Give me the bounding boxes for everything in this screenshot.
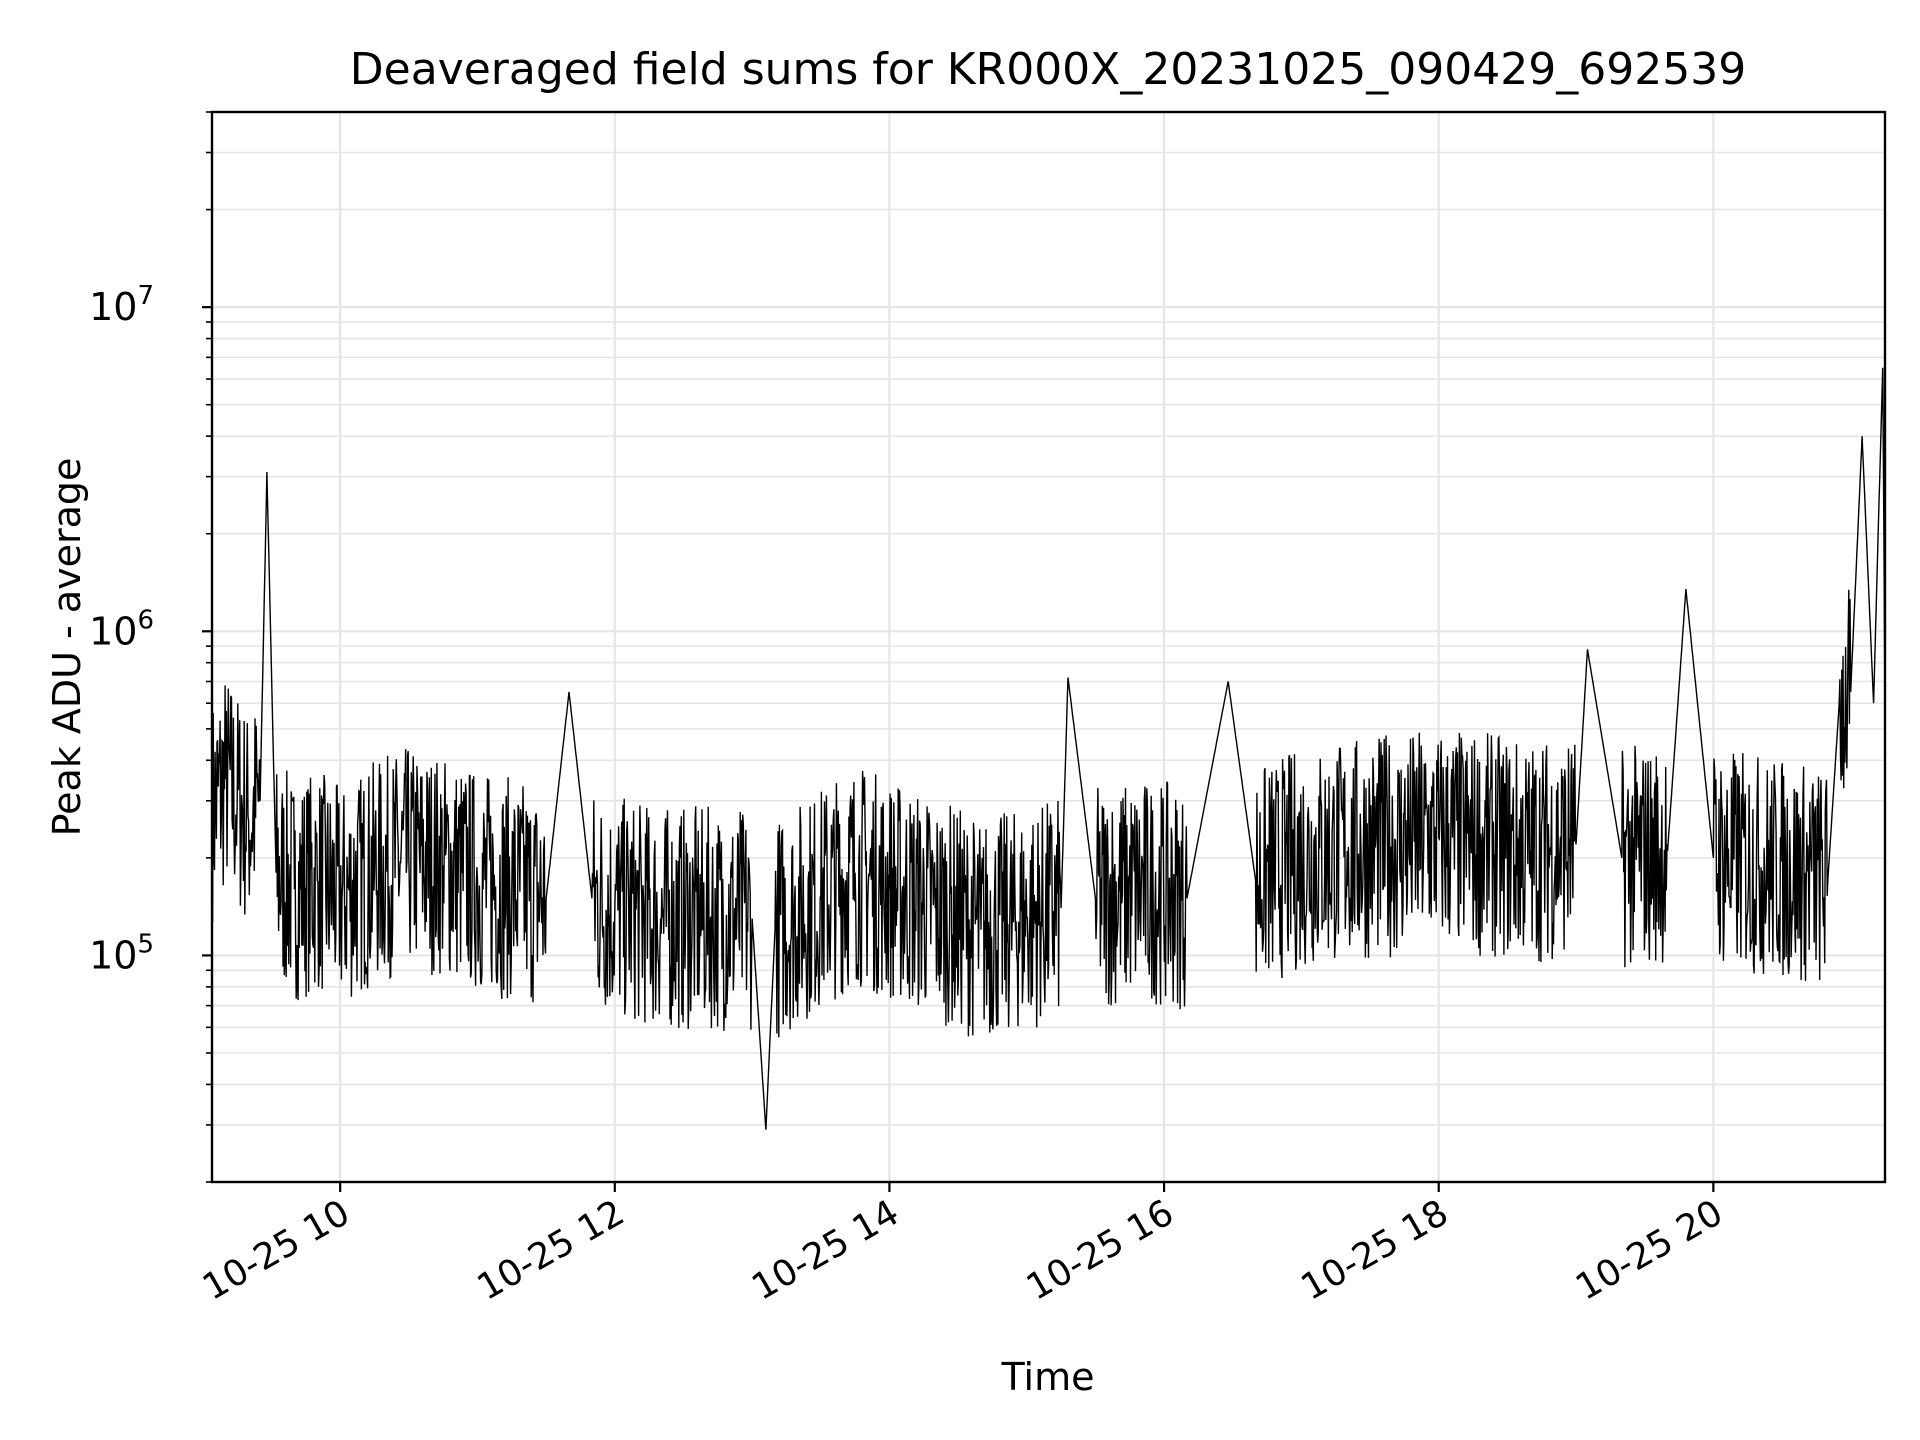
y-tick-label: 107 [89,281,154,329]
x-tick-label: 10-25 14 [745,1192,906,1308]
y-tick-exponent: 7 [137,281,154,311]
y-tick-exponent: 5 [137,929,154,959]
y-axis-label: Peak ADU - average [45,458,89,837]
y-tick-base: 10 [89,933,137,977]
series-line [211,367,1886,1130]
x-tick-label: 10-25 16 [1020,1192,1181,1308]
x-tick-label: 10-25 10 [196,1192,357,1308]
x-tick-label: 10-25 12 [471,1192,632,1308]
y-tick-exponent: 6 [137,605,154,635]
chart-title: Deaveraged field sums for KR000X_2023102… [350,44,1746,95]
x-tick-label: 10-25 18 [1295,1192,1456,1308]
plot-frame [210,110,1887,1184]
y-tick-base: 10 [89,285,137,329]
x-axis-label: Time [1001,1355,1095,1399]
y-tick-label: 105 [89,929,154,977]
axis-ticks: 10-25 10 10-25 12 10-25 14 10-25 16 10-25 18… [89,111,1730,1309]
y-tick-base: 10 [89,609,137,653]
grid-lines [212,111,1885,1183]
x-tick-label: 10-25 20 [1569,1192,1730,1308]
y-tick-label: 106 [89,605,154,653]
